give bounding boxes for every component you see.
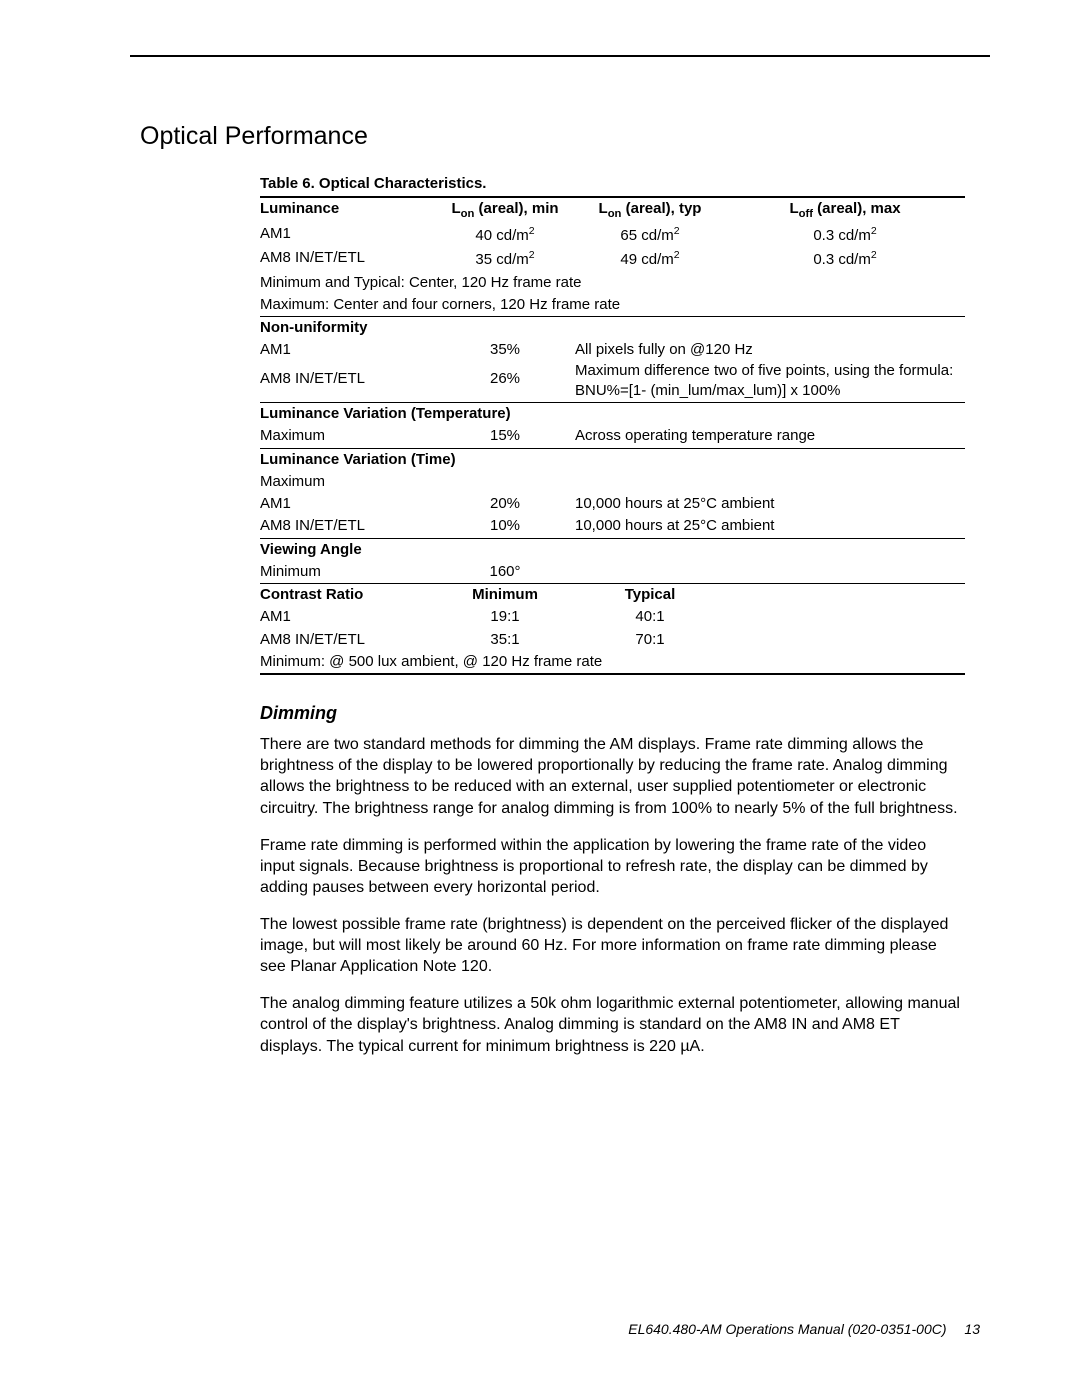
lum-var-time-row-note: 10,000 hours at 25°C ambient [575, 515, 965, 538]
lum-var-temp-label: Maximum [260, 425, 435, 448]
luminance-row-max: 0.3 cd/m2 [725, 247, 965, 271]
nonuniformity-note: All pixels fully on @120 Hz Maximum diff… [575, 339, 965, 402]
contrast-header-typ: Typical [575, 584, 725, 607]
luminance-header-min: Lon (areal), min [435, 197, 575, 223]
contrast-row-typ: 70:1 [575, 629, 725, 651]
optical-characteristics-table: Luminance Lon (areal), min Lon (areal), … [260, 196, 965, 675]
luminance-row-min: 35 cd/m2 [435, 247, 575, 271]
luminance-row-label: AM1 [260, 223, 435, 247]
luminance-row-typ: 49 cd/m2 [575, 247, 725, 271]
content: Table 6. Optical Characteristics. Lumina… [260, 175, 965, 1057]
lum-var-time-header: Luminance Variation (Time) [260, 448, 965, 471]
contrast-row-typ: 40:1 [575, 606, 725, 628]
lum-var-temp-note: Across operating temperature range [575, 425, 965, 448]
viewing-angle-val: 160° [435, 561, 575, 584]
page: Optical Performance Table 6. Optical Cha… [0, 0, 1080, 1057]
lum-var-temp-val: 15% [435, 425, 575, 448]
contrast-row-min: 19:1 [435, 606, 575, 628]
contrast-header-label: Contrast Ratio [260, 584, 435, 607]
contrast-row-min: 35:1 [435, 629, 575, 651]
luminance-header-label: Luminance [260, 197, 435, 223]
luminance-note: Maximum: Center and four corners, 120 Hz… [260, 294, 965, 317]
luminance-note: Minimum and Typical: Center, 120 Hz fram… [260, 272, 965, 294]
dimming-p2: Frame rate dimming is performed within t… [260, 835, 965, 898]
contrast-note: Minimum: @ 500 lux ambient, @ 120 Hz fra… [260, 651, 965, 674]
nonuniformity-row-label: AM1 [260, 339, 435, 368]
nonuniformity-row-label: AM8 IN/ET/ETL [260, 368, 435, 397]
nonuniformity-row-val: 26% [435, 368, 575, 397]
nonuniformity-header: Non-uniformity [260, 317, 965, 340]
lum-var-time-row-label: AM8 IN/ET/ETL [260, 515, 435, 538]
luminance-row-typ: 65 cd/m2 [575, 223, 725, 247]
footer-doc: EL640.480-AM Operations Manual (020-0351… [628, 1321, 946, 1337]
dimming-p1: There are two standard methods for dimmi… [260, 734, 965, 818]
lum-var-time-row-val: 10% [435, 515, 575, 538]
lum-var-time-row-note: 10,000 hours at 25°C ambient [575, 493, 965, 515]
footer-page: 13 [964, 1321, 980, 1337]
table-caption: Table 6. Optical Characteristics. [260, 175, 965, 192]
lum-var-time-row-val: 20% [435, 493, 575, 515]
dimming-p4: The analog dimming feature utilizes a 50… [260, 993, 965, 1056]
contrast-header-min: Minimum [435, 584, 575, 607]
dimming-heading: Dimming [260, 703, 965, 724]
viewing-angle-header: Viewing Angle [260, 538, 965, 561]
nonuniformity-row-val: 35% [435, 339, 575, 368]
lum-var-temp-header: Luminance Variation (Temperature) [260, 403, 965, 426]
luminance-header-typ: Lon (areal), typ [575, 197, 725, 223]
top-rule [130, 55, 990, 57]
note-line: BNU%=[1- (min_lum/max_lum)] x 100% [575, 381, 965, 401]
note-line: All pixels fully on @120 Hz [575, 340, 965, 360]
section-title: Optical Performance [140, 122, 980, 151]
contrast-row-label: AM8 IN/ET/ETL [260, 629, 435, 651]
viewing-angle-label: Minimum [260, 561, 435, 584]
dimming-p3: The lowest possible frame rate (brightne… [260, 914, 965, 977]
footer: EL640.480-AM Operations Manual (020-0351… [628, 1321, 980, 1337]
luminance-row-label: AM8 IN/ET/ETL [260, 247, 435, 271]
lum-var-time-row-label: AM1 [260, 493, 435, 515]
luminance-row-min: 40 cd/m2 [435, 223, 575, 247]
contrast-row-label: AM1 [260, 606, 435, 628]
luminance-row-max: 0.3 cd/m2 [725, 223, 965, 247]
lum-var-time-sub: Maximum [260, 471, 965, 493]
note-line: Maximum difference two of five points, u… [575, 361, 965, 381]
luminance-header-max: Loff (areal), max [725, 197, 965, 223]
